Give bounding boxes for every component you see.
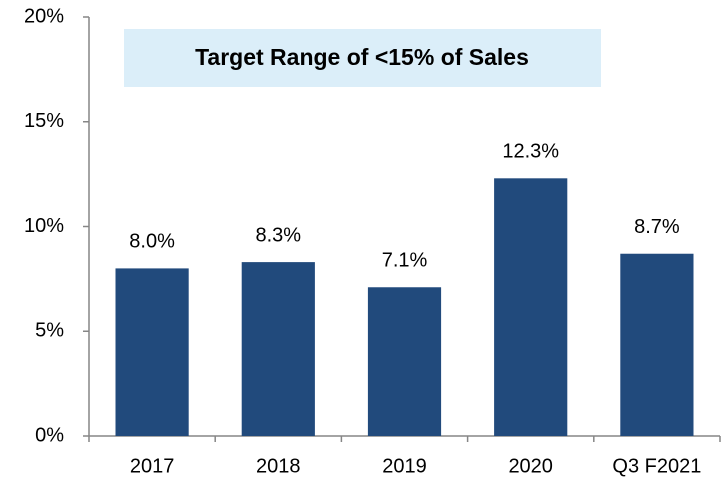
y-tick-label: 10% xyxy=(24,215,64,237)
x-tick-label: 2018 xyxy=(256,455,301,477)
annotation-box xyxy=(124,29,601,87)
data-label: 12.3% xyxy=(502,141,559,163)
x-tick-label: 2020 xyxy=(508,455,553,477)
bar xyxy=(367,287,442,436)
y-tick-label: 15% xyxy=(24,110,64,132)
data-label: 8.3% xyxy=(256,224,302,246)
data-label: 8.0% xyxy=(129,231,175,253)
data-label: 7.1% xyxy=(382,250,428,272)
bar xyxy=(115,268,189,436)
y-tick-label: 20% xyxy=(24,5,64,27)
data-label: 8.7% xyxy=(634,216,680,238)
bar xyxy=(620,253,694,436)
x-tick-label: Q3 F2021 xyxy=(612,455,701,477)
y-tick-label: 5% xyxy=(35,320,64,342)
bar xyxy=(494,178,568,436)
y-tick-label: 0% xyxy=(35,424,64,446)
x-tick-label: 2019 xyxy=(382,455,427,477)
x-tick-label: 2017 xyxy=(130,455,175,477)
bar xyxy=(241,262,315,436)
annotation: Target Range of <15% of Sales xyxy=(195,44,529,70)
